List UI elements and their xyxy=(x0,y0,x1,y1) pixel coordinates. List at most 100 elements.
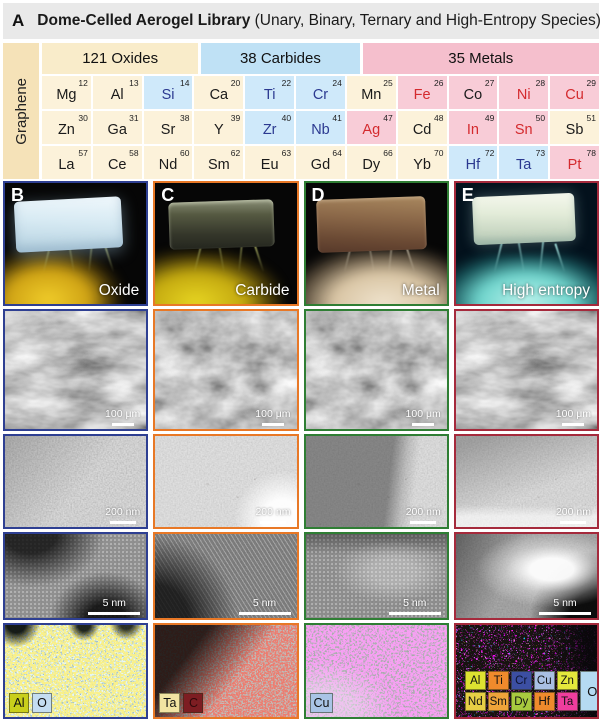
photo-image-carbide: C Carbide xyxy=(153,181,299,306)
sem-image: 100 μm xyxy=(303,309,449,431)
element-cell: 50 Sn xyxy=(499,111,549,144)
scale-bar: 100 μm xyxy=(105,409,140,426)
figure-title-rest: (Unary, Binary, Ternary and High-Entropy… xyxy=(250,12,601,29)
scale-bar-line xyxy=(259,521,286,524)
aerogel-block xyxy=(168,199,275,251)
scale-bar-line xyxy=(261,423,284,426)
atomic-number: 63 xyxy=(281,148,292,158)
element-cell: 27 Co xyxy=(448,76,498,109)
atomic-number: 41 xyxy=(332,113,342,123)
material-type-label: Oxide xyxy=(98,282,140,299)
sem-texture xyxy=(455,311,597,429)
dandelion-fluff xyxy=(5,248,123,304)
atomic-number: 47 xyxy=(383,113,393,123)
element-symbol: Y xyxy=(214,122,224,138)
scale-bar: 200 nm xyxy=(255,506,291,524)
atomic-number: 14 xyxy=(179,78,190,88)
atomic-number: 64 xyxy=(332,148,342,158)
atomic-number: 48 xyxy=(434,113,444,123)
atomic-number: 70 xyxy=(434,148,444,158)
material-type-label: High entropy xyxy=(502,282,590,299)
group-headers: 121 Oxides 38 Carbides 35 Metals xyxy=(42,43,599,74)
hrtem-texture xyxy=(305,534,447,618)
scale-bar-label: 5 nm xyxy=(403,597,427,610)
element-cell: 12 Mg xyxy=(42,76,91,109)
scale-bar: 5 nm xyxy=(388,597,441,615)
element-cell: 58 Ce xyxy=(92,146,142,179)
eds-badge: Zn xyxy=(556,671,578,690)
eds-badge: O xyxy=(579,671,597,711)
tem-image: 200 nm xyxy=(153,434,299,529)
scale-bar-label: 5 nm xyxy=(553,597,577,610)
eds-badge: Al xyxy=(9,693,29,713)
element-cell: 63 Eu xyxy=(245,146,295,179)
scale-bar-label: 200 nm xyxy=(405,506,441,519)
tem-image: 200 nm xyxy=(303,434,449,529)
scale-bar-label: 200 nm xyxy=(255,506,291,519)
element-symbol: Fe xyxy=(413,87,431,103)
element-symbol: In xyxy=(466,122,479,138)
atomic-number: 13 xyxy=(129,78,139,88)
element-cell: 28 Ni xyxy=(499,76,549,109)
element-library-table: Graphene 121 Oxides 38 Carbides 35 Metal… xyxy=(3,43,599,179)
element-symbol: Ag xyxy=(362,122,381,138)
atomic-number: 57 xyxy=(78,148,88,158)
element-symbol: Gd xyxy=(310,157,331,173)
element-symbol: Pt xyxy=(567,157,582,173)
atomic-number: 26 xyxy=(434,78,444,88)
photo-image-metal: D Metal xyxy=(303,181,449,306)
eds-badge: Al xyxy=(464,671,486,690)
eds-legend: Al O xyxy=(9,693,52,713)
aerogel-block xyxy=(471,192,576,246)
eds-badge: Hf xyxy=(533,692,555,711)
element-cell: 14 Si xyxy=(143,76,193,109)
element-symbol: Al xyxy=(110,87,124,103)
scale-bar-line xyxy=(410,521,437,524)
atomic-number: 12 xyxy=(78,78,88,88)
element-symbol: Sn xyxy=(514,122,533,138)
sem-texture xyxy=(5,311,147,429)
element-row: 57 La 58 Ce 60 Nd 62 Sm 63 Eu 64 Gd 66 Dy 70 Yb … xyxy=(42,146,599,179)
element-cell: 38 Sr xyxy=(143,111,193,144)
eds-badge: Dy xyxy=(510,692,532,711)
atomic-number: 38 xyxy=(179,113,190,123)
element-symbol: Ti xyxy=(263,87,276,103)
scale-bar-label: 100 μm xyxy=(105,408,141,421)
panel-letter: A xyxy=(12,11,25,30)
element-symbol: Si xyxy=(161,87,175,103)
element-cell: 40 Zr xyxy=(245,111,295,144)
atomic-number: 22 xyxy=(281,78,292,88)
photo-image-oxide: B Oxide xyxy=(3,181,149,306)
atomic-number: 25 xyxy=(383,78,393,88)
scale-bar: 100 μm xyxy=(406,409,441,426)
material-type-label: Carbide xyxy=(235,282,290,299)
element-row: 12 Mg 13 Al 14 Si 20 Ca 22 Ti 24 Cr 25 Mn 26 Fe … xyxy=(42,76,599,109)
eds-badge: Cu xyxy=(309,693,334,713)
scale-bar-line xyxy=(412,423,435,426)
element-symbol: La xyxy=(58,157,75,173)
element-cell: 31 Ga xyxy=(92,111,142,144)
element-cell: 49 In xyxy=(448,111,498,144)
aerogel-block xyxy=(13,195,124,253)
element-cell: 78 Pt xyxy=(550,146,599,179)
element-cell: 30 Zn xyxy=(42,111,91,144)
element-symbol: Eu xyxy=(260,157,279,173)
element-symbol: Cr xyxy=(312,87,329,103)
figure-title-bold: Dome-Celled Aerogel Library xyxy=(37,12,251,29)
element-cell: 13 Al xyxy=(92,76,142,109)
scale-bar-line xyxy=(109,521,136,524)
tem-image: 200 nm xyxy=(453,434,599,529)
atomic-number: 31 xyxy=(129,113,139,123)
atomic-number: 62 xyxy=(230,148,241,158)
element-cell: 29 Cu xyxy=(550,76,599,109)
sem-texture xyxy=(155,311,297,429)
panel-letter: B xyxy=(11,185,24,205)
eds-badge: Ti xyxy=(487,671,509,690)
scale-bar-line xyxy=(539,612,591,615)
atomic-number: 49 xyxy=(484,113,495,123)
hrtem-image: 5 nm xyxy=(153,532,299,620)
scale-bar: 100 μm xyxy=(255,409,291,426)
atomic-number: 60 xyxy=(179,148,190,158)
element-cell: 73 Ta xyxy=(499,146,549,179)
element-cell: 22 Ti xyxy=(245,76,295,109)
